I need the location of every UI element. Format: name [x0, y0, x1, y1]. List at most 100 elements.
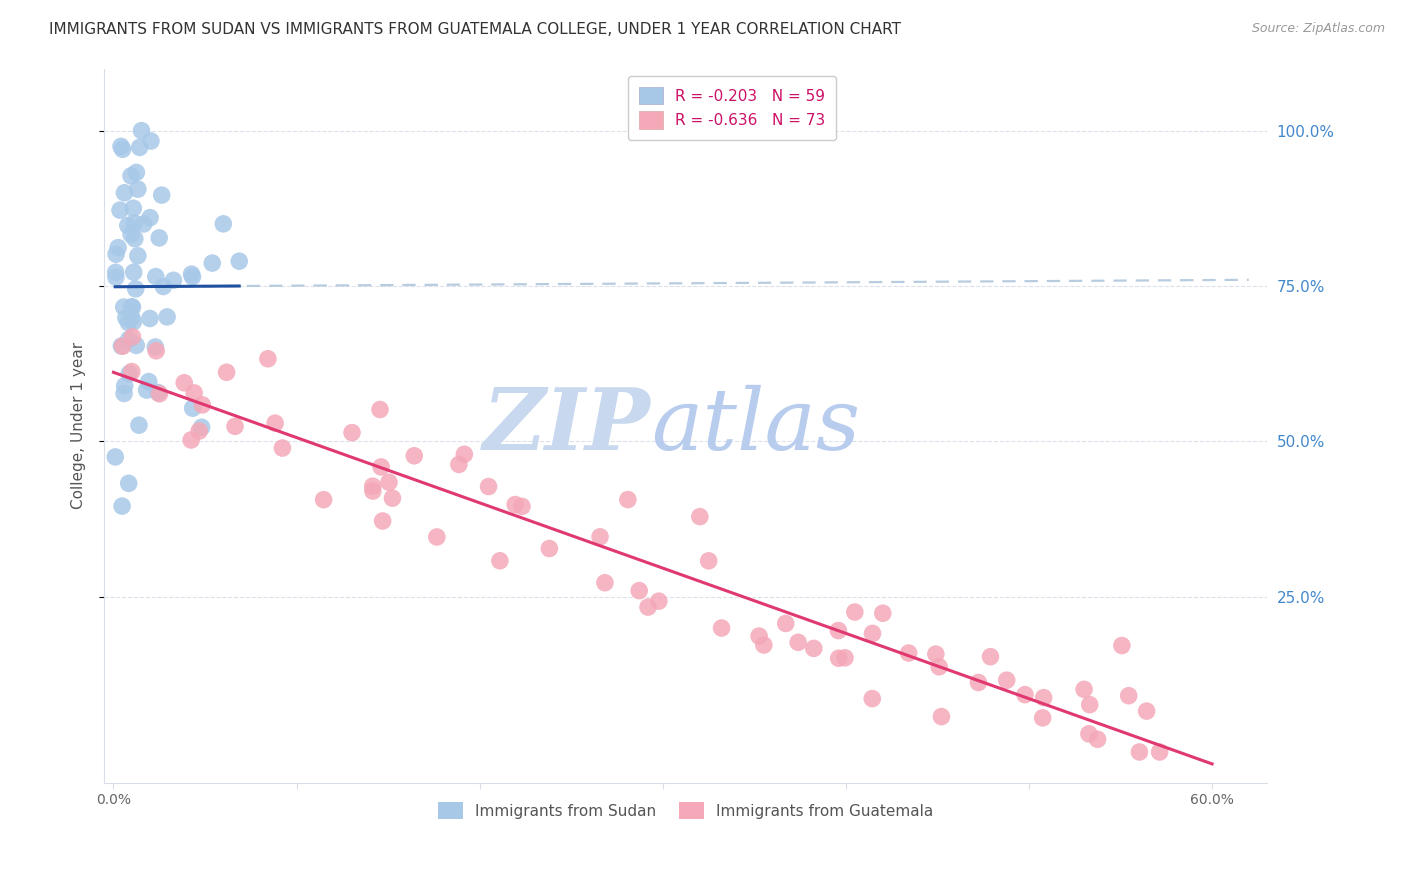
- Point: [697, 554, 720, 568]
- Point: [1032, 711, 1054, 725]
- Point: [1078, 698, 1101, 712]
- Point: [180, 267, 202, 281]
- Point: [173, 376, 195, 390]
- Point: [1149, 745, 1171, 759]
- Point: [117, 219, 139, 233]
- Point: [127, 249, 149, 263]
- Point: [139, 134, 162, 148]
- Point: [371, 514, 394, 528]
- Point: [118, 476, 141, 491]
- Point: [122, 265, 145, 279]
- Point: [271, 441, 294, 455]
- Point: [489, 554, 512, 568]
- Point: [860, 691, 883, 706]
- Point: [212, 217, 235, 231]
- Point: [145, 269, 167, 284]
- Point: [125, 282, 148, 296]
- Text: ZIP: ZIP: [482, 384, 651, 467]
- Point: [118, 332, 141, 346]
- Point: [148, 231, 170, 245]
- Point: [139, 211, 162, 225]
- Point: [648, 594, 671, 608]
- Point: [120, 169, 142, 183]
- Point: [162, 273, 184, 287]
- Point: [264, 416, 287, 430]
- Point: [114, 186, 136, 200]
- Point: [104, 270, 127, 285]
- Point: [872, 607, 894, 621]
- Point: [181, 401, 204, 416]
- Point: [131, 123, 153, 137]
- Text: atlas: atlas: [651, 384, 860, 467]
- Point: [378, 475, 401, 490]
- Point: [710, 621, 733, 635]
- Point: [121, 330, 143, 344]
- Point: [503, 498, 526, 512]
- Point: [787, 635, 810, 649]
- Point: [748, 629, 770, 643]
- Point: [104, 265, 127, 279]
- Point: [381, 491, 404, 505]
- Point: [132, 217, 155, 231]
- Point: [1111, 639, 1133, 653]
- Point: [928, 660, 950, 674]
- Point: [128, 140, 150, 154]
- Point: [1014, 688, 1036, 702]
- Point: [803, 641, 825, 656]
- Point: [931, 709, 953, 723]
- Point: [510, 500, 533, 514]
- Point: [1087, 732, 1109, 747]
- Point: [925, 647, 948, 661]
- Point: [862, 626, 884, 640]
- Point: [122, 201, 145, 215]
- Point: [617, 492, 640, 507]
- Point: [156, 310, 179, 324]
- Text: IMMIGRANTS FROM SUDAN VS IMMIGRANTS FROM GUATEMALA COLLEGE, UNDER 1 YEAR CORRELA: IMMIGRANTS FROM SUDAN VS IMMIGRANTS FROM…: [49, 22, 901, 37]
- Point: [426, 530, 449, 544]
- Point: [967, 675, 990, 690]
- Point: [121, 365, 143, 379]
- Point: [105, 247, 128, 261]
- Point: [995, 673, 1018, 688]
- Point: [111, 499, 134, 513]
- Point: [118, 367, 141, 381]
- Point: [447, 458, 470, 472]
- Point: [190, 420, 212, 434]
- Point: [112, 386, 135, 401]
- Point: [143, 340, 166, 354]
- Point: [628, 583, 651, 598]
- Point: [979, 649, 1001, 664]
- Point: [361, 483, 384, 498]
- Text: Source: ZipAtlas.com: Source: ZipAtlas.com: [1251, 22, 1385, 36]
- Point: [127, 182, 149, 196]
- Point: [312, 492, 335, 507]
- Point: [191, 398, 214, 412]
- Point: [1077, 727, 1099, 741]
- Point: [224, 419, 246, 434]
- Point: [368, 402, 391, 417]
- Point: [120, 227, 142, 242]
- Point: [340, 425, 363, 440]
- Point: [135, 383, 157, 397]
- Point: [121, 310, 143, 324]
- Point: [775, 616, 797, 631]
- Point: [146, 385, 169, 400]
- Point: [404, 449, 426, 463]
- Point: [110, 339, 132, 353]
- Point: [122, 216, 145, 230]
- Point: [128, 418, 150, 433]
- Point: [125, 165, 148, 179]
- Point: [1128, 745, 1150, 759]
- Point: [138, 375, 160, 389]
- Point: [145, 343, 167, 358]
- Point: [215, 365, 238, 379]
- Y-axis label: College, Under 1 year: College, Under 1 year: [72, 343, 86, 509]
- Point: [180, 433, 202, 447]
- Point: [201, 256, 224, 270]
- Point: [148, 387, 170, 401]
- Point: [257, 351, 280, 366]
- Point: [589, 530, 612, 544]
- Point: [827, 624, 849, 638]
- Point: [361, 479, 384, 493]
- Point: [125, 338, 148, 352]
